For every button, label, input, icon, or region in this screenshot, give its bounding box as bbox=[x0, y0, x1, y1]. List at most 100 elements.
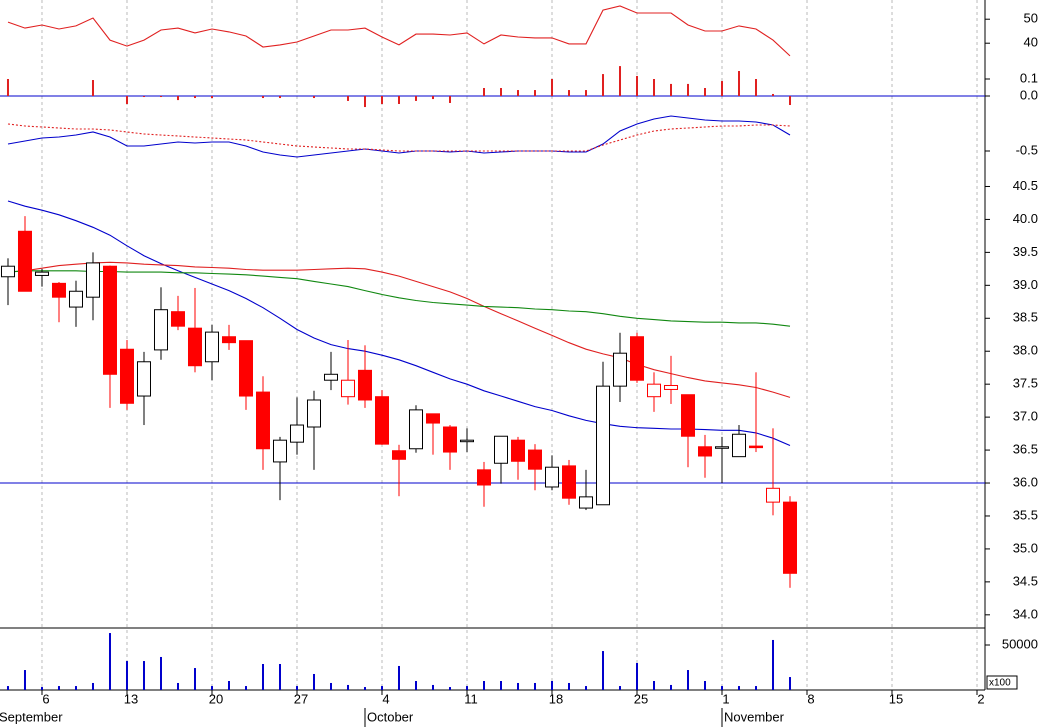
candle-body bbox=[408, 409, 423, 450]
x-tick-label: 27 bbox=[294, 691, 308, 706]
bar bbox=[380, 96, 383, 104]
bar bbox=[500, 681, 503, 690]
bar bbox=[517, 90, 520, 96]
bar bbox=[176, 682, 179, 690]
candle-body bbox=[0, 265, 15, 278]
x-tick-label: 6 bbox=[42, 691, 49, 706]
bar bbox=[517, 682, 520, 690]
candle-body bbox=[391, 450, 406, 460]
candle-body bbox=[289, 424, 304, 443]
candle-body bbox=[476, 469, 491, 486]
bar bbox=[295, 686, 298, 690]
candle-body bbox=[221, 336, 236, 344]
y-tick-label: 0.0 bbox=[1020, 87, 1038, 102]
bar bbox=[653, 681, 656, 690]
bar bbox=[704, 88, 707, 96]
bar bbox=[585, 686, 588, 690]
bar bbox=[670, 684, 673, 690]
bar bbox=[210, 96, 213, 99]
candle-body bbox=[323, 373, 338, 381]
x-tick-label: 11 bbox=[464, 691, 478, 706]
bar bbox=[568, 90, 571, 96]
x-tick-label: 1 bbox=[722, 691, 729, 706]
bar bbox=[414, 96, 417, 101]
candle-body bbox=[119, 348, 134, 404]
candle-body bbox=[715, 446, 730, 449]
candle-body bbox=[647, 383, 662, 398]
bar bbox=[6, 686, 9, 690]
bar bbox=[261, 96, 264, 99]
bar bbox=[789, 96, 792, 106]
line-series bbox=[7, 200, 791, 447]
bar bbox=[193, 96, 196, 99]
unit-label: x100 bbox=[989, 678, 1011, 689]
y-tick-label: 35.0 bbox=[1013, 540, 1038, 555]
bar bbox=[210, 686, 213, 690]
candle-body bbox=[34, 271, 49, 276]
y-tick-label: 40.5 bbox=[1013, 178, 1038, 193]
bar bbox=[653, 79, 656, 96]
bar bbox=[278, 96, 281, 99]
candle-body bbox=[17, 230, 32, 292]
bar bbox=[159, 96, 162, 98]
bar bbox=[312, 96, 315, 99]
bar bbox=[602, 651, 605, 690]
bar bbox=[346, 684, 349, 690]
bar bbox=[636, 75, 639, 96]
bar bbox=[397, 665, 400, 690]
y-tick-label: 36.5 bbox=[1013, 442, 1038, 457]
x-tick-label: 2 bbox=[977, 691, 984, 706]
bar bbox=[687, 83, 690, 96]
candle-body bbox=[204, 331, 219, 363]
candle-body bbox=[51, 282, 66, 298]
bar bbox=[91, 80, 94, 96]
candle-body bbox=[630, 336, 645, 381]
bar bbox=[482, 88, 485, 96]
bar bbox=[40, 687, 43, 690]
candle-body bbox=[459, 439, 474, 443]
candle-body bbox=[238, 340, 253, 397]
bar bbox=[57, 686, 60, 690]
candle-body bbox=[187, 327, 202, 367]
y-tick-label: 50000 bbox=[1002, 636, 1038, 651]
bar bbox=[755, 79, 758, 96]
bar bbox=[551, 79, 554, 96]
bar bbox=[721, 81, 724, 96]
candle-body bbox=[562, 465, 577, 499]
y-tick-label: 35.5 bbox=[1013, 507, 1038, 522]
x-tick-label: 20 bbox=[209, 691, 223, 706]
candle-body bbox=[85, 262, 100, 298]
bar bbox=[346, 96, 349, 101]
candle-body bbox=[170, 311, 185, 327]
y-tick-label: 38.0 bbox=[1013, 343, 1038, 358]
bar bbox=[74, 686, 77, 690]
candle-body bbox=[732, 433, 747, 458]
bar bbox=[176, 96, 179, 101]
bar bbox=[193, 668, 196, 690]
line-series bbox=[7, 261, 791, 398]
bar bbox=[23, 670, 26, 690]
y-tick-label: 37.0 bbox=[1013, 409, 1038, 424]
bar bbox=[772, 639, 775, 690]
bar bbox=[125, 661, 128, 690]
candle-body bbox=[681, 394, 696, 437]
bar bbox=[721, 686, 724, 690]
x-tick-label: 8 bbox=[807, 691, 814, 706]
month-label: November bbox=[724, 709, 785, 724]
bar bbox=[619, 66, 622, 96]
bar bbox=[551, 681, 554, 690]
x-tick-label: 18 bbox=[549, 691, 563, 706]
candle-body bbox=[442, 426, 457, 453]
bar bbox=[738, 71, 741, 96]
line-series bbox=[7, 270, 791, 327]
candle-body bbox=[596, 385, 611, 506]
candle-body bbox=[374, 396, 389, 445]
bar bbox=[534, 682, 537, 690]
bar bbox=[363, 687, 366, 690]
bar bbox=[670, 83, 673, 96]
y-tick-label: 0.1 bbox=[1020, 70, 1038, 85]
y-tick-label: 34.5 bbox=[1013, 573, 1038, 588]
candle-body bbox=[68, 290, 83, 308]
